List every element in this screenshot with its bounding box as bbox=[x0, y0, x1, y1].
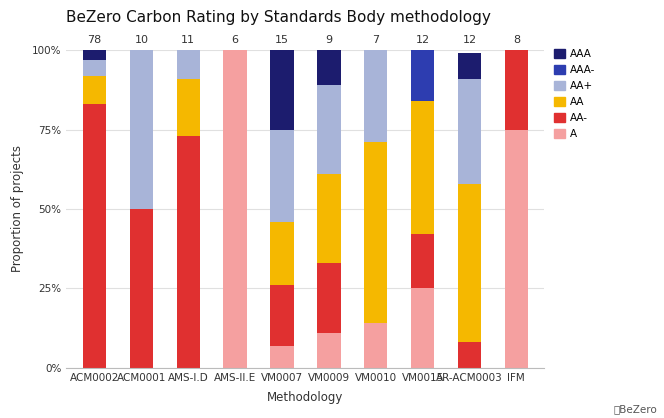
Bar bbox=[364, 142, 388, 324]
Bar bbox=[270, 130, 293, 222]
Bar bbox=[364, 324, 388, 368]
X-axis label: Methodology: Methodology bbox=[267, 391, 344, 404]
Legend: AAA, AAA-, AA+, AA, AA-, A: AAA, AAA-, AA+, AA, AA-, A bbox=[554, 49, 596, 139]
Bar bbox=[411, 288, 434, 368]
Bar bbox=[177, 136, 200, 368]
Bar bbox=[317, 263, 341, 333]
Bar bbox=[364, 50, 388, 142]
Bar bbox=[223, 50, 247, 368]
Bar bbox=[129, 209, 153, 368]
Bar bbox=[505, 130, 528, 368]
Bar bbox=[270, 285, 293, 346]
Bar bbox=[270, 50, 293, 130]
Bar bbox=[270, 222, 293, 285]
Bar bbox=[457, 184, 481, 342]
Bar bbox=[457, 342, 481, 368]
Text: 7: 7 bbox=[373, 36, 379, 46]
Bar bbox=[317, 50, 341, 85]
Bar bbox=[411, 101, 434, 234]
Bar bbox=[457, 54, 481, 79]
Text: 6: 6 bbox=[232, 36, 238, 46]
Text: 12: 12 bbox=[462, 36, 477, 46]
Text: BeZero Carbon Rating by Standards Body methodology: BeZero Carbon Rating by Standards Body m… bbox=[66, 10, 491, 25]
Text: 10: 10 bbox=[134, 36, 148, 46]
Text: 11: 11 bbox=[181, 36, 195, 46]
Text: 9: 9 bbox=[325, 36, 333, 46]
Bar bbox=[83, 76, 106, 104]
Text: 12: 12 bbox=[416, 36, 430, 46]
Bar bbox=[129, 50, 153, 209]
Bar bbox=[457, 79, 481, 184]
Bar bbox=[317, 85, 341, 174]
Text: ⑂BeZero: ⑂BeZero bbox=[614, 404, 657, 414]
Text: 78: 78 bbox=[88, 36, 102, 46]
Bar bbox=[83, 50, 106, 60]
Bar bbox=[83, 104, 106, 368]
Bar bbox=[505, 50, 528, 130]
Bar bbox=[411, 234, 434, 288]
Y-axis label: Proportion of projects: Proportion of projects bbox=[11, 145, 24, 273]
Bar bbox=[83, 60, 106, 76]
Bar bbox=[177, 50, 200, 79]
Bar bbox=[317, 333, 341, 368]
Bar bbox=[177, 79, 200, 136]
Text: 15: 15 bbox=[275, 36, 289, 46]
Text: 8: 8 bbox=[513, 36, 520, 46]
Bar bbox=[411, 47, 434, 101]
Bar bbox=[270, 346, 293, 368]
Bar bbox=[317, 174, 341, 263]
